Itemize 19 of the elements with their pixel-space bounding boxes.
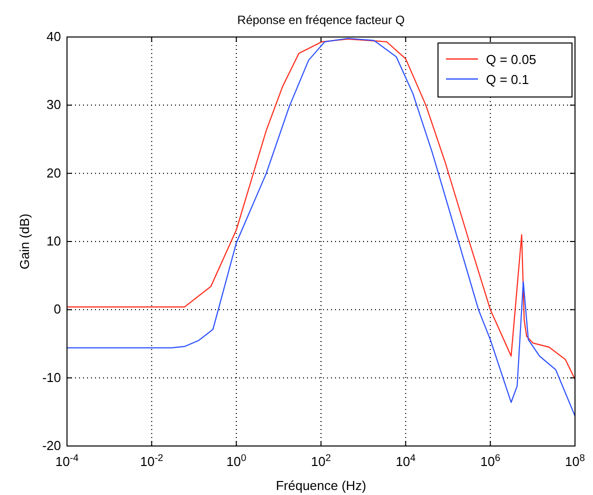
x-tick-label: 10$^{-4}$ bbox=[55, 452, 80, 469]
y-tick-label: 40 bbox=[46, 29, 61, 44]
legend-label: Q = 0.05 bbox=[486, 52, 536, 67]
x-tick-label: 10$^{6}$ bbox=[480, 452, 500, 469]
y-tick-label: 20 bbox=[46, 165, 61, 180]
y-axis-title: Gain (dB) bbox=[17, 214, 32, 270]
x-tick-label: 10$^{4}$ bbox=[396, 452, 416, 469]
legend-label: Q = 0.1 bbox=[486, 72, 529, 87]
y-tick-label: -10 bbox=[42, 370, 61, 385]
x-axis-title: Fréquence (Hz) bbox=[276, 478, 366, 493]
x-tick-label: 10$^{2}$ bbox=[311, 452, 331, 469]
y-tick-label: -20 bbox=[42, 438, 61, 453]
x-tick-label: 10$^{0}$ bbox=[226, 452, 247, 469]
y-tick-label: 10 bbox=[46, 234, 61, 248]
x-tick-label: 10$^{-2}$ bbox=[140, 452, 164, 469]
chart-title: Réponse en fréqence facteur Q bbox=[237, 13, 405, 27]
x-tick-label: 10$^{8}$ bbox=[565, 452, 585, 469]
y-tick-label: 30 bbox=[46, 97, 61, 112]
y-tick-label: 0 bbox=[54, 302, 61, 317]
